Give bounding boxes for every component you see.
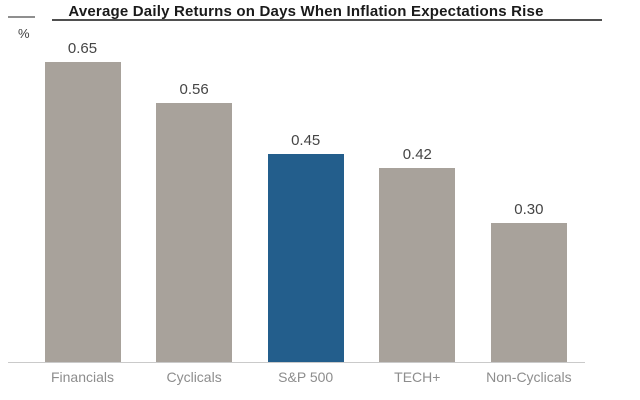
x-axis-line [8,362,585,363]
bar-tech [379,168,456,362]
bar-category-label-tech: TECH+ [394,369,441,385]
bar-category-label-s-p-500: S&P 500 [278,369,334,385]
bar-value-label-s-p-500: 0.45 [291,132,321,149]
bar-non-cyclicals [490,223,567,362]
bar-value-label-tech: 0.42 [402,146,432,163]
y-axis-unit-label: % [18,26,30,41]
bar-category-label-cyclicals: Cyclicals [166,369,222,385]
chart-title: Average Daily Returns on Days When Infla… [68,3,544,20]
bar-value-label-cyclicals: 0.56 [179,81,209,98]
bar-s-p-500 [267,154,344,362]
bar-category-label-financials: Financials [50,369,115,385]
bar-cyclicals [156,103,233,362]
bar-financials [44,62,121,362]
bar-value-label-non-cyclicals: 0.30 [514,201,544,218]
y-axis-stub-line [8,16,35,18]
title-underline [52,19,602,21]
bar-value-label-financials: 0.65 [67,40,98,57]
bar-category-label-non-cyclicals: Non-Cyclicals [486,369,572,385]
